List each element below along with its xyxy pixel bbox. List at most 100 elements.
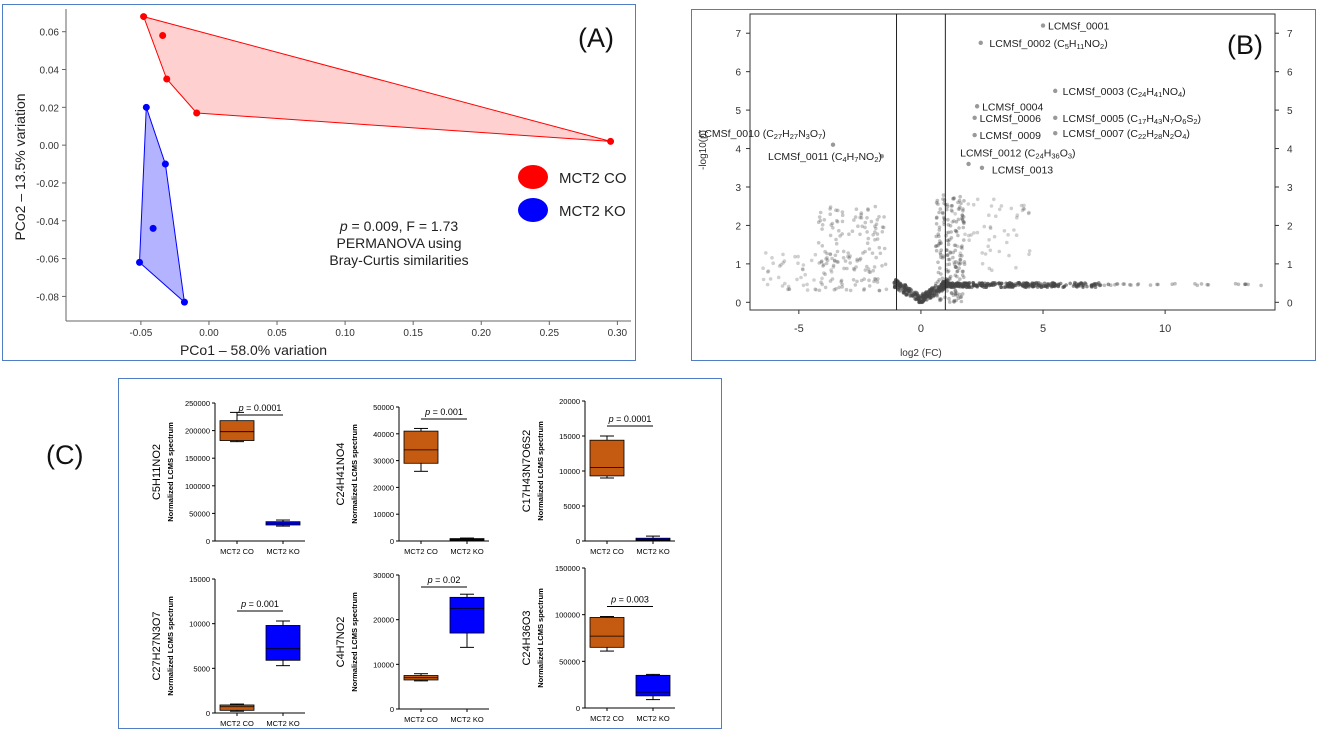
feature-point <box>958 258 962 262</box>
p-letter: p <box>238 403 244 413</box>
feature-point <box>841 256 846 260</box>
subscript: 24 <box>1138 90 1146 99</box>
feature-point <box>844 287 849 292</box>
feature-point <box>938 239 942 243</box>
feature-point <box>840 219 845 224</box>
feature-point <box>1039 282 1043 287</box>
feature-point <box>949 291 954 295</box>
label-text: LCMSf_0001 <box>1048 21 1109 33</box>
feature-point <box>945 279 950 283</box>
feature-point <box>909 288 914 292</box>
x-tick-label: 0 <box>918 323 924 335</box>
feature-point <box>937 225 942 230</box>
box <box>449 596 485 634</box>
feature-point <box>945 238 950 243</box>
feature-point <box>947 296 951 301</box>
feature-point <box>969 233 973 237</box>
label-text: NO <box>1162 86 1178 98</box>
feature-point <box>870 251 875 255</box>
feature-point <box>941 254 946 258</box>
p-number: = 0.02 <box>433 575 461 585</box>
feature-point <box>966 202 971 206</box>
feature-point <box>947 262 952 266</box>
feature-point <box>936 232 941 236</box>
feature-point <box>821 264 825 268</box>
feature-point <box>1155 282 1159 287</box>
feature-point <box>938 241 942 246</box>
feature-point <box>1010 283 1014 288</box>
feature-point <box>1027 249 1032 253</box>
feature-point <box>963 282 967 287</box>
feature-point <box>873 276 877 281</box>
feature-point <box>956 233 960 238</box>
feature-point <box>862 287 867 291</box>
label-text: ) <box>1182 86 1186 98</box>
feature-point <box>934 216 939 220</box>
feature-point <box>867 247 872 251</box>
feature-point <box>980 281 985 286</box>
feature-point <box>800 267 805 271</box>
highlight-point <box>978 40 983 46</box>
label-text: H <box>1069 38 1077 50</box>
feature-point <box>953 243 958 248</box>
feature-point <box>962 220 966 224</box>
feature-point <box>873 238 877 242</box>
feature-point <box>960 253 964 258</box>
feature-point <box>949 208 954 212</box>
x-axis-title: log2 (FC) <box>900 348 942 359</box>
feature-point <box>875 218 880 222</box>
feature-point <box>817 288 822 293</box>
label-text: NO <box>858 151 874 163</box>
point-mct2-ko <box>180 298 188 306</box>
plot-frame <box>749 13 1276 311</box>
x-tick-label: MCT2 CO <box>590 547 624 556</box>
feature-point <box>1049 281 1054 286</box>
feature-point <box>987 213 991 217</box>
feature-point <box>934 244 939 248</box>
feature-point <box>820 276 824 281</box>
compound-label: C5H11NO2 <box>151 444 163 500</box>
label-text: N <box>1162 113 1170 125</box>
feature-point <box>936 290 941 295</box>
label-text: ) <box>822 128 826 140</box>
y-tick-label: 100000 <box>185 482 210 491</box>
highlight-point <box>830 142 836 147</box>
y-tick-label: -0.08 <box>36 292 59 303</box>
feature-point <box>994 214 998 218</box>
feature-point <box>884 287 889 292</box>
legend-marker <box>518 165 548 189</box>
p-value: p = 0.0001 <box>238 403 282 413</box>
feature-point <box>863 225 867 230</box>
y-tick-label-left: 2 <box>735 221 741 232</box>
label-text: H <box>1044 147 1052 159</box>
feature-point <box>1022 203 1026 208</box>
feature-point <box>999 204 1004 208</box>
feature-point <box>952 196 956 200</box>
feature-point <box>934 200 939 205</box>
feature-point <box>959 245 964 250</box>
feature-point <box>866 207 870 211</box>
feature-point <box>872 279 876 284</box>
feature-point <box>1206 283 1211 287</box>
feature-point <box>862 277 866 281</box>
feature-point <box>776 275 781 280</box>
feature-label: LCMSf_0001 <box>1048 21 1109 33</box>
feature-label: LCMSf_0011 (C4H7NO2) <box>768 151 882 164</box>
feature-point <box>1077 284 1082 288</box>
annotation-line-1: p = 0.009, F = 1.73 <box>339 218 459 234</box>
subscript: 11 <box>1076 42 1084 51</box>
feature-point <box>930 291 934 296</box>
feature-point <box>1233 281 1238 286</box>
y-tick-label: 0 <box>390 705 394 714</box>
x-tick-label: MCT2 CO <box>404 715 438 724</box>
feature-point <box>834 237 838 242</box>
feature-point <box>1014 283 1018 288</box>
feature-point <box>847 232 851 236</box>
feature-point <box>1156 282 1160 287</box>
feature-point <box>936 270 941 275</box>
label-text: LCMSf_0013 <box>992 165 1053 177</box>
feature-point <box>871 233 875 237</box>
feature-point <box>1068 281 1072 286</box>
feature-point <box>945 262 949 267</box>
x-tick-label: MCT2 CO <box>220 547 254 556</box>
